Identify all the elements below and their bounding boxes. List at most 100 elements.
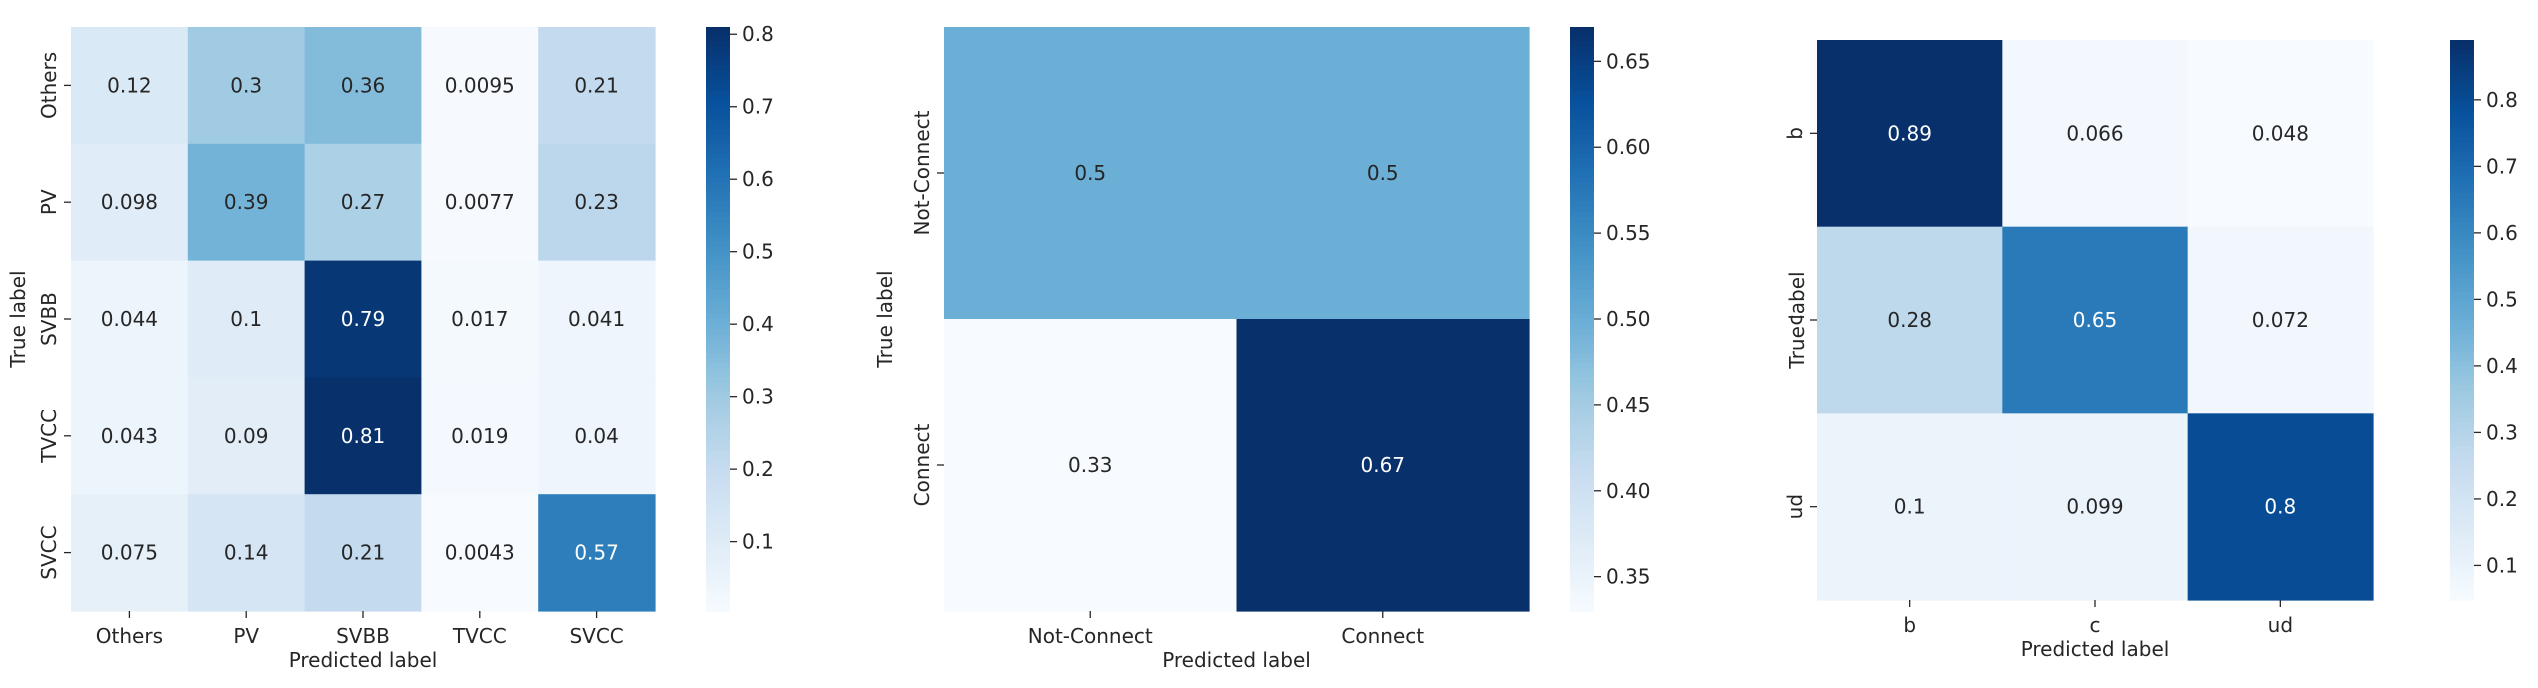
colorbar-segment	[1570, 542, 1594, 549]
colorbar-segment	[2450, 250, 2474, 256]
colorbar-segment	[706, 255, 730, 262]
colorbar-segment	[706, 396, 730, 403]
colorbar-tick-label: 0.4	[2486, 354, 2518, 378]
colorbar-segment	[706, 430, 730, 437]
colorbar-tick-label: 0.35	[1606, 565, 1651, 589]
colorbar-segment	[1570, 27, 1594, 33]
colorbar-segment	[1570, 406, 1594, 413]
colorbar-segment	[2450, 478, 2474, 484]
colorbar-segment	[706, 241, 730, 247]
heatmap-cell	[421, 260, 539, 378]
colorbar-segment	[706, 27, 730, 33]
colorbar-segment	[2450, 590, 2474, 596]
colorbar-segment	[1570, 596, 1594, 602]
colorbar-segment	[2450, 194, 2474, 200]
colorbar-segment	[2450, 119, 2474, 125]
cell-value-label: 0.27	[341, 190, 386, 214]
colorbar-segment	[1570, 85, 1594, 91]
colorbar-segment	[1570, 192, 1594, 198]
colorbar-segment	[2450, 436, 2474, 442]
colorbar-segment	[2450, 488, 2474, 494]
heatmap-1: 0.12 0.3 0.36 0.0095 0.21 0.098 0.39 0.27 0.0077…	[6, 22, 774, 672]
colorbar-segment	[706, 124, 730, 130]
y-tick-label: Others	[37, 52, 61, 119]
colorbar-segment	[706, 168, 730, 174]
colorbar-segment	[706, 265, 730, 271]
x-tick-label: ud	[2268, 613, 2293, 637]
colorbar-segment	[2450, 54, 2474, 60]
colorbar-segment	[706, 606, 730, 612]
colorbar-segment	[2450, 511, 2474, 517]
colorbar-segment	[706, 31, 730, 38]
colorbar-segment	[1570, 250, 1594, 257]
heatmap-2: 0.5 0.5 0.33 0.67 Not-Connect Connect Not-Conn…	[873, 27, 1651, 672]
colorbar-segment	[706, 104, 730, 111]
heatmap-cell	[1817, 413, 2003, 601]
colorbar-segment	[1570, 255, 1594, 262]
heatmap-cell	[1236, 319, 1530, 612]
colorbar-segment	[1570, 343, 1594, 349]
colorbar-segment	[706, 46, 730, 52]
colorbar-segment	[706, 538, 730, 544]
colorbar-segment	[1570, 143, 1594, 150]
colorbar-tick-label: 0.3	[2486, 420, 2518, 444]
x-tick-label: PV	[233, 624, 259, 648]
colorbar-segment	[706, 450, 730, 456]
cell-value-label: 0.21	[574, 73, 619, 97]
colorbar-segment	[2450, 208, 2474, 214]
colorbar-segment	[2450, 404, 2474, 410]
colorbar-segment	[706, 284, 730, 291]
colorbar-segment	[2450, 72, 2474, 78]
heatmap-3: 0.89 0.066 0.048 0.28 0.65 0.072 0.1 0.099 0.8 b c…	[1783, 40, 2518, 661]
colorbar-segment	[706, 173, 730, 179]
colorbar-segment	[1570, 416, 1594, 422]
colorbar-segment	[1570, 75, 1594, 82]
colorbar-segment	[706, 401, 730, 408]
y-tick-label: SVBB	[37, 292, 61, 346]
colorbar-segment	[2450, 427, 2474, 433]
colorbar-segment	[1570, 56, 1594, 62]
heatmap-cell	[187, 260, 306, 378]
cell-value-label: 0.0077	[445, 190, 515, 214]
colorbar-segment	[1570, 372, 1594, 378]
colorbar-segment	[1570, 284, 1594, 291]
colorbar-segment	[1570, 396, 1594, 403]
colorbar-segment	[1570, 411, 1594, 417]
colorbar-segment	[706, 489, 730, 495]
colorbar-segment	[706, 338, 730, 344]
colorbar-segment	[2450, 82, 2474, 88]
heatmap-cell	[71, 377, 189, 495]
colorbar-segment	[706, 80, 730, 86]
colorbar-segment	[1570, 518, 1594, 524]
heatmap-cell	[421, 377, 539, 495]
cell-value-label: 0.099	[2066, 495, 2123, 519]
colorbar-segment	[1570, 70, 1594, 77]
colorbar-segment	[2450, 278, 2474, 284]
colorbar-segment	[1570, 465, 1594, 471]
colorbar-segment	[2450, 539, 2474, 545]
colorbar-segment	[706, 260, 730, 267]
colorbar-segment	[2450, 40, 2474, 46]
colorbar-segment	[2450, 110, 2474, 116]
colorbar-segment	[1570, 528, 1594, 534]
heatmap-cell	[944, 27, 1238, 320]
colorbar-segment	[706, 36, 730, 43]
colorbar-segment	[706, 216, 730, 223]
heatmap-cell	[1817, 226, 2003, 414]
colorbar: 0.35 0.40 0.45 0.50 0.55 0.60 0.65	[1570, 27, 1651, 612]
colorbar-segment	[706, 460, 730, 466]
y-tick-label: c	[1783, 315, 1807, 326]
cell-value-label: 0.044	[101, 307, 158, 331]
colorbar-segment	[706, 250, 730, 257]
colorbar-segment	[1570, 484, 1594, 490]
colorbar-tick-label: 0.3	[742, 385, 774, 409]
colorbar-segment	[1570, 601, 1594, 607]
colorbar-segment	[706, 523, 730, 529]
x-tick-label: Not-Connect	[1028, 624, 1153, 648]
colorbar-segment	[1570, 455, 1594, 461]
colorbar-segment	[2450, 96, 2474, 102]
colorbar-segment	[1570, 533, 1594, 539]
colorbar-segment	[1570, 280, 1594, 286]
colorbar-segment	[2450, 86, 2474, 92]
colorbar-segment	[1570, 401, 1594, 408]
